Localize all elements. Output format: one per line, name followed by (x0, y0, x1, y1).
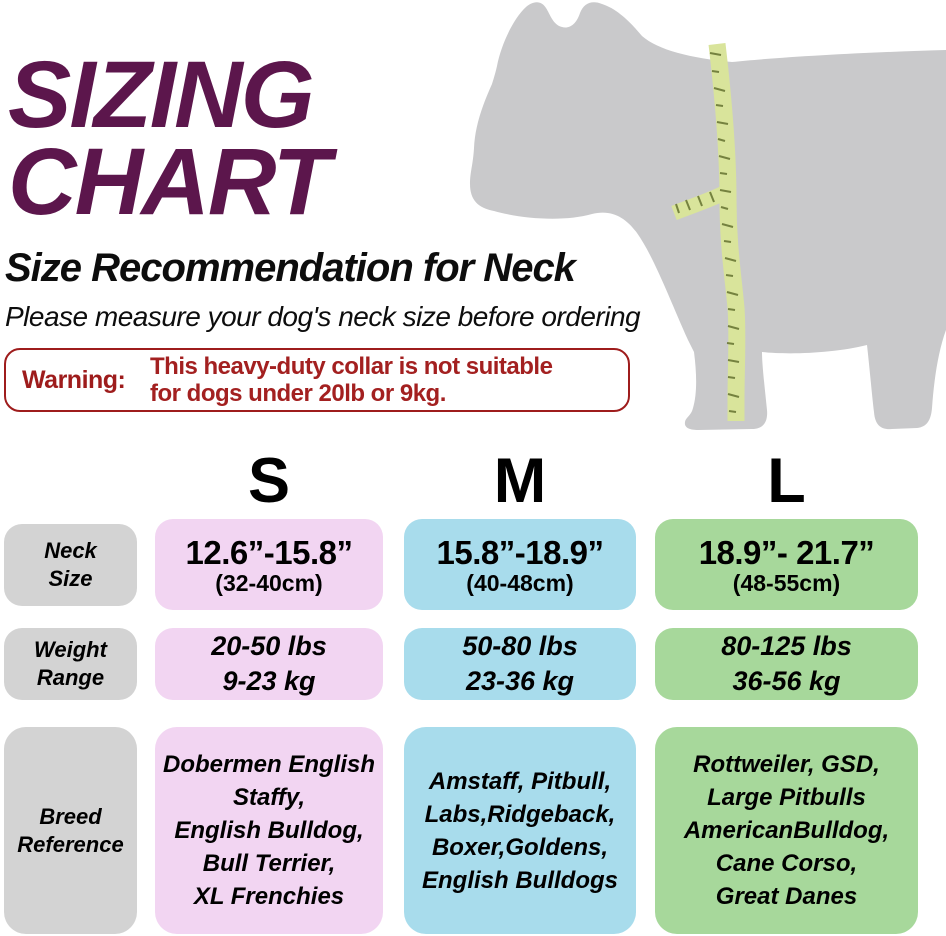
row-label-neck-size: Neck Size (4, 524, 137, 606)
cell-weight-l: 80-125 lbs 36-56 kg (655, 628, 918, 700)
page-subtitle: Size Recommendation for Neck (5, 246, 576, 290)
neck-size-m-cm: (40-48cm) (466, 569, 574, 596)
cell-weight-m: 50-80 lbs 23-36 kg (404, 628, 636, 700)
cell-neck-size-s: 12.6”-15.8” (32-40cm) (155, 519, 383, 610)
neck-size-l-cm: (48-55cm) (732, 569, 841, 596)
dog-graphic-svg (470, 2, 946, 430)
cell-weight-s: 20-50 lbs 9-23 kg (155, 628, 383, 700)
measuring-tape-ticks (675, 52, 740, 413)
row-label-breed-reference-text: Breed Reference (17, 803, 124, 857)
breed-m-text: Amstaff, Pitbull, Labs,Ridgeback, Boxer,… (422, 767, 618, 894)
weight-m-text: 50-80 lbs 23-36 kg (462, 631, 578, 696)
cell-breed-s: Dobermen English Staffy, English Bulldog… (155, 727, 383, 934)
warning-text-line1: This heavy-duty collar is not suitable (150, 353, 553, 380)
breed-l-text: Rottweiler, GSD, Large Pitbulls American… (683, 751, 890, 910)
neck-size-m-inches: 15.8”-18.9” (436, 533, 604, 571)
cell-breed-l: Rottweiler, GSD, Large Pitbulls American… (655, 727, 918, 934)
neck-size-l-inches: 18.9”- 21.7” (698, 533, 875, 571)
row-label-weight-range-text: Weight Range (34, 637, 107, 690)
page-title-line2: CHART (8, 129, 331, 235)
column-header-s: S (247, 446, 291, 516)
warning-text: This heavy-duty collar is not suitable f… (150, 353, 553, 407)
neck-size-s-cm: (32-40cm) (215, 569, 323, 596)
weight-l-text: 80-125 lbs 36-56 kg (721, 631, 852, 696)
warning-text-line2: for dogs under 20lb or 9kg. (150, 380, 446, 407)
page-title: SIZING CHART (8, 42, 331, 235)
dog-silhouette-graphic (440, 0, 946, 450)
measure-instruction: Please measure your dog's neck size befo… (5, 301, 641, 332)
row-label-neck-size-text: Neck Size (44, 538, 97, 591)
breed-s-text: Dobermen English Staffy, English Bulldog… (162, 751, 376, 910)
dog-body-silhouette (470, 2, 946, 430)
row-label-weight-range: Weight Range (4, 628, 137, 700)
weight-s-text: 20-50 lbs 9-23 kg (211, 631, 327, 696)
column-header-m: M (493, 446, 547, 516)
warning-label: Warning: (22, 365, 126, 394)
row-label-breed-reference: Breed Reference (4, 727, 137, 934)
cell-neck-size-m: 15.8”-18.9” (40-48cm) (404, 519, 636, 610)
cell-neck-size-l: 18.9”- 21.7” (48-55cm) (655, 519, 918, 610)
neck-size-s-inches: 12.6”-15.8” (185, 533, 353, 571)
cell-breed-m: Amstaff, Pitbull, Labs,Ridgeback, Boxer,… (404, 727, 636, 934)
warning-box: Warning: This heavy-duty collar is not s… (4, 348, 630, 412)
column-header-l: L (767, 446, 806, 516)
page-title-line1: SIZING (8, 42, 315, 148)
